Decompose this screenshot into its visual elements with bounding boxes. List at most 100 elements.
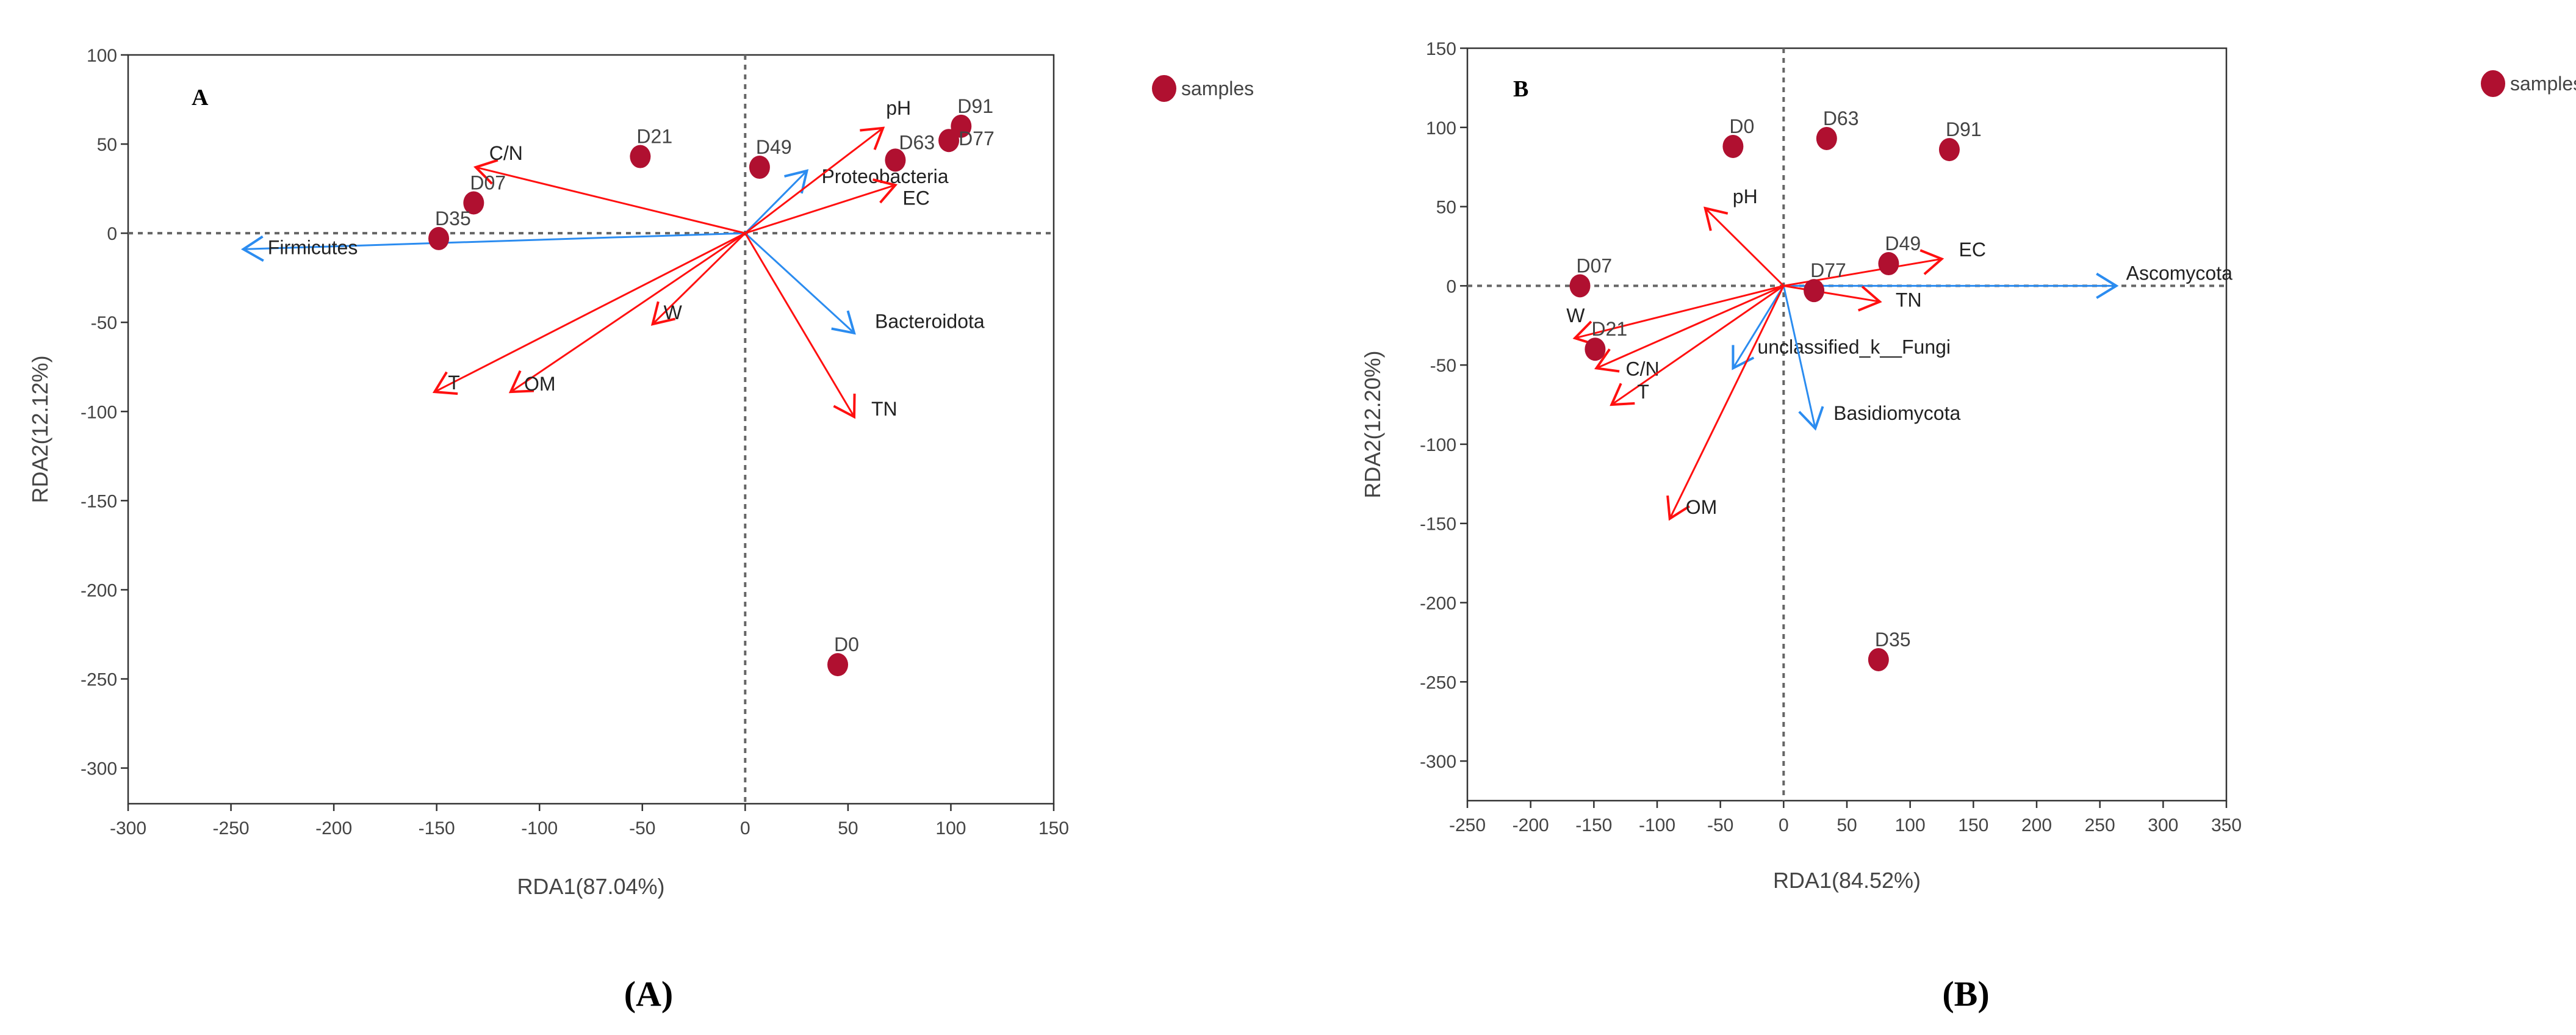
env-arrow-shaft: [1596, 284, 1784, 369]
legend-marker: [1152, 75, 1176, 102]
species-arrow-head: [1798, 406, 1824, 431]
y-tick-label: -300: [1420, 752, 1456, 772]
env-arrow: [744, 178, 898, 234]
sample-point: [463, 191, 484, 215]
x-tick-label: -250: [1449, 815, 1486, 835]
env-arrow-shaft: [1574, 284, 1784, 339]
sample-point: [630, 145, 651, 168]
y-tick-label: 100: [1426, 118, 1456, 139]
sample-point: [1804, 279, 1825, 303]
species-arrow-label: Proteobacteria: [821, 165, 948, 187]
sample-label: D49: [756, 136, 792, 158]
x-tick-label: -200: [1513, 815, 1549, 835]
env-arrow: [1666, 285, 1785, 521]
sample-point: [827, 653, 849, 677]
sample-point: [1878, 252, 1899, 276]
env-arrow-shaft: [744, 233, 855, 417]
sample-label: D49: [1885, 233, 1921, 254]
species-arrow: [1782, 286, 1824, 431]
species-arrow-head: [240, 235, 264, 262]
env-arrow-label: OM: [1686, 496, 1718, 518]
y-tick-label: -250: [1420, 673, 1456, 693]
x-tick-label: 150: [1958, 815, 1988, 835]
x-tick-label: -250: [213, 818, 250, 838]
sample-point: [1938, 138, 1960, 162]
y-tick-label: -50: [1430, 356, 1456, 376]
figure-caption: (A): [624, 974, 674, 1014]
species-arrow-shaft: [744, 233, 855, 334]
x-tick-label: -50: [629, 818, 655, 838]
env-arrow: [744, 233, 856, 419]
env-arrow: [1704, 206, 1785, 287]
x-axis-title: RDA1(87.04%): [517, 874, 664, 899]
x-tick-label: -50: [1707, 815, 1733, 835]
y-axis-title: RDA2(12.12%): [27, 355, 52, 503]
y-tick-label: -100: [1420, 435, 1456, 455]
sample-label: D0: [1729, 115, 1754, 137]
species-arrow-head: [831, 310, 856, 335]
sample-point: [428, 226, 450, 250]
sample-label: D21: [636, 126, 672, 148]
sample-point: [1868, 647, 1889, 671]
species-arrow: [744, 233, 856, 335]
env-arrow-label: T: [448, 372, 460, 394]
x-tick-label: 100: [935, 818, 966, 838]
panel-letter: B: [1513, 76, 1528, 102]
sample-point: [749, 156, 770, 179]
legend-marker: [2481, 70, 2505, 97]
species-arrow-label: Firmicutes: [268, 236, 358, 258]
x-tick-label: 200: [2021, 815, 2052, 835]
species-arrow-label: Bacteroidota: [875, 311, 985, 333]
species-arrow-head: [784, 169, 809, 194]
panel-letter: A: [192, 85, 209, 110]
sample-label: D91: [957, 95, 993, 117]
env-arrow: [1594, 284, 1784, 373]
sample-label: D07: [470, 171, 506, 193]
y-tick-label: -200: [1420, 594, 1456, 614]
env-arrow-label: C/N: [1625, 358, 1659, 380]
env-arrow-shaft: [1611, 285, 1785, 406]
x-tick-label: 0: [740, 818, 750, 838]
sample-point: [938, 129, 960, 153]
env-arrow-label: T: [1637, 381, 1649, 403]
x-tick-label: 350: [2211, 815, 2242, 835]
sample-point: [1585, 337, 1606, 361]
species-arrow-label: unclassified_k__Fungi: [1757, 336, 1951, 358]
y-tick-label: -300: [81, 759, 117, 779]
y-axis-title: RDA2(12.20%): [1360, 350, 1385, 498]
species-arrow-shaft: [1732, 285, 1785, 369]
env-arrow-label: W: [664, 301, 683, 323]
sample-label: D0: [834, 633, 859, 655]
env-arrow: [744, 126, 885, 234]
env-arrow: [1610, 285, 1785, 406]
species-arrow-shaft: [243, 232, 746, 250]
y-tick-label: 150: [1426, 39, 1456, 59]
env-arrow-head: [1919, 249, 1945, 275]
env-arrow-shaft: [1704, 207, 1785, 287]
env-arrow: [1783, 249, 1945, 287]
env-arrow-label: EC: [1959, 239, 1986, 261]
env-arrow-head: [1704, 206, 1729, 231]
x-tick-label: -150: [419, 818, 455, 838]
species-arrow-shaft: [744, 170, 808, 234]
y-tick-label: 100: [87, 46, 117, 66]
legend: samples: [2481, 70, 2576, 97]
y-tick-label: -250: [81, 670, 117, 690]
sample-point: [1722, 134, 1744, 158]
env-arrow: [473, 159, 746, 234]
sample-label: D35: [1875, 629, 1911, 651]
y-tick-label: -100: [81, 402, 117, 422]
env-arrow-head: [833, 394, 856, 419]
env-arrow-head: [1610, 383, 1635, 406]
y-tick-label: 0: [107, 224, 117, 244]
env-arrow-head: [1594, 348, 1620, 373]
sample-label: D21: [1591, 318, 1627, 340]
x-tick-label: -300: [110, 818, 146, 838]
legend-label: samples: [1181, 78, 1254, 99]
env-arrow-head: [1857, 285, 1882, 312]
figure-caption: (B): [1942, 974, 1989, 1014]
sample-point: [951, 114, 972, 138]
x-axis-title: RDA1(84.52%): [1773, 868, 1921, 893]
env-arrow-label: TN: [1896, 289, 1922, 311]
env-arrow-shaft: [1783, 284, 1880, 303]
